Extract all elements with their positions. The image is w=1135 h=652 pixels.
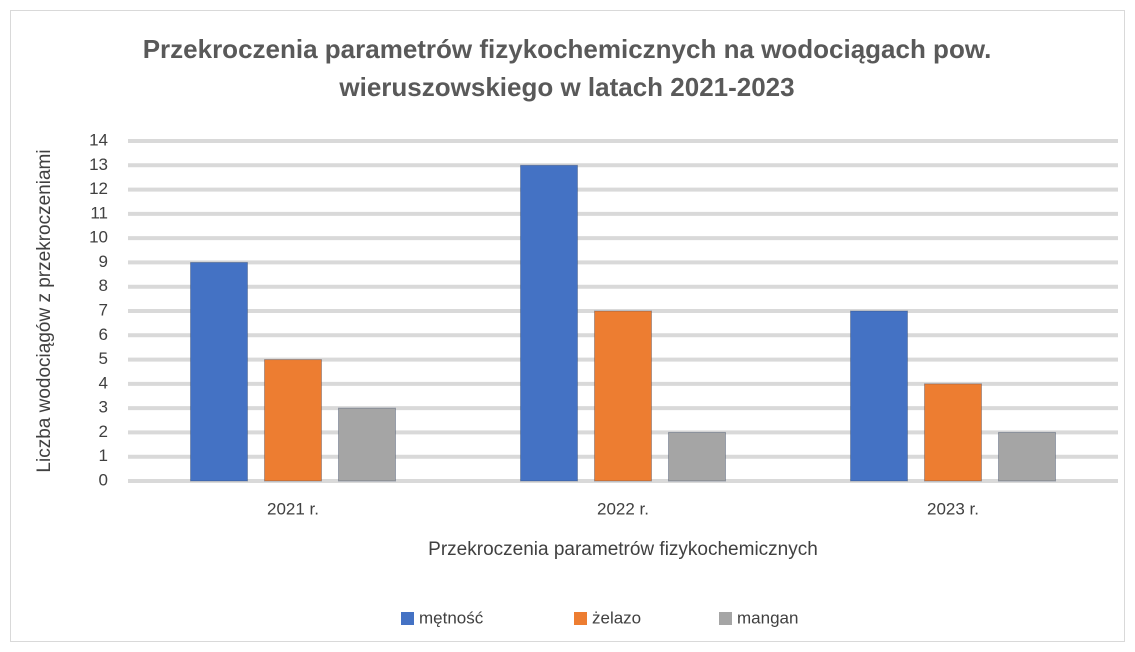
y-tick-label: 6 xyxy=(99,325,108,344)
bar xyxy=(850,310,908,482)
bar xyxy=(594,310,652,482)
y-tick-label: 8 xyxy=(99,276,108,295)
legend-swatch xyxy=(574,612,587,625)
bar xyxy=(668,431,726,482)
y-tick-label: 10 xyxy=(89,228,108,247)
bar xyxy=(998,431,1056,482)
y-tick-label: 0 xyxy=(99,470,108,489)
x-tick-label: 2023 r. xyxy=(927,499,979,518)
legend-label: mangan xyxy=(737,608,798,627)
x-tick-label: 2022 r. xyxy=(597,499,649,518)
y-tick-label: 5 xyxy=(99,349,108,368)
legend-label: mętność xyxy=(419,608,484,627)
y-tick-label: 12 xyxy=(89,179,108,198)
y-tick-label: 14 xyxy=(89,130,108,149)
legend-label: żelazo xyxy=(592,608,641,627)
y-axis-label: Liczba wodociągów z przekroczeniami xyxy=(34,149,55,472)
legend-swatch xyxy=(401,612,414,625)
bar xyxy=(924,383,982,482)
bar xyxy=(264,359,322,482)
x-axis-label: Przekroczenia parametrów fizykochemiczny… xyxy=(428,539,818,560)
y-tick-label: 9 xyxy=(99,252,108,271)
legend-swatch xyxy=(719,612,732,625)
y-tick-label: 13 xyxy=(89,155,108,174)
y-tick-label: 1 xyxy=(99,446,108,465)
y-tick-label: 7 xyxy=(99,300,108,319)
bar xyxy=(520,164,578,482)
y-tick-label: 11 xyxy=(90,203,108,222)
y-tick-label: 3 xyxy=(99,398,108,417)
chart-title: Przekroczenia parametrów fizykochemiczny… xyxy=(142,34,992,102)
bar xyxy=(190,261,248,482)
bar xyxy=(338,407,396,482)
y-tick-label: 2 xyxy=(99,422,108,441)
y-tick-label: 4 xyxy=(99,373,108,392)
x-tick-label: 2021 r. xyxy=(267,499,319,518)
